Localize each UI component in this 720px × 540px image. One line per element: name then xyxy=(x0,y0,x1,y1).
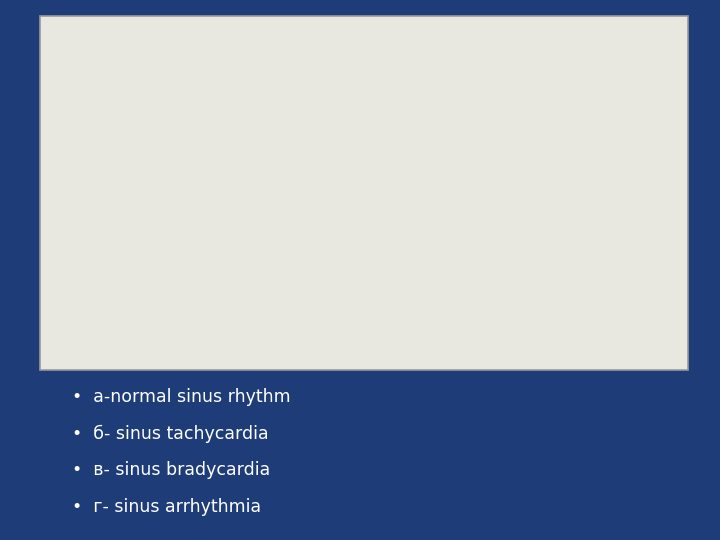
Text: ВИДИХ: ВИДИХ xyxy=(387,257,415,266)
Text: 0,4 c: 0,4 c xyxy=(392,29,411,38)
Text: ВДИХ: ВДИХ xyxy=(158,257,180,266)
Text: 1,20 c: 1,20 c xyxy=(129,145,152,154)
Text: 0,46 c: 0,46 c xyxy=(70,266,87,271)
Text: 0,56 c: 0,56 c xyxy=(266,266,283,271)
Text: •  a-normal sinus rhythm: • a-normal sinus rhythm xyxy=(72,388,291,406)
Text: 0,50 c: 0,50 c xyxy=(97,266,114,271)
Text: •  б- sinus tachycardia: • б- sinus tachycardia xyxy=(72,424,269,443)
Text: a: a xyxy=(49,25,55,36)
Text: г: г xyxy=(49,247,54,256)
Text: 0,78 c: 0,78 c xyxy=(80,29,103,38)
Text: •  в- sinus bradycardia: • в- sinus bradycardia xyxy=(72,461,270,480)
Text: 0,56 c: 0,56 c xyxy=(189,266,207,271)
Text: б: б xyxy=(364,25,370,36)
Text: в: в xyxy=(49,141,55,151)
Text: 0,70 c: 0,70 c xyxy=(225,266,243,271)
Text: •  г- sinus arrhythmia: • г- sinus arrhythmia xyxy=(72,498,261,516)
Text: 1,08 c: 1,08 c xyxy=(143,266,160,271)
